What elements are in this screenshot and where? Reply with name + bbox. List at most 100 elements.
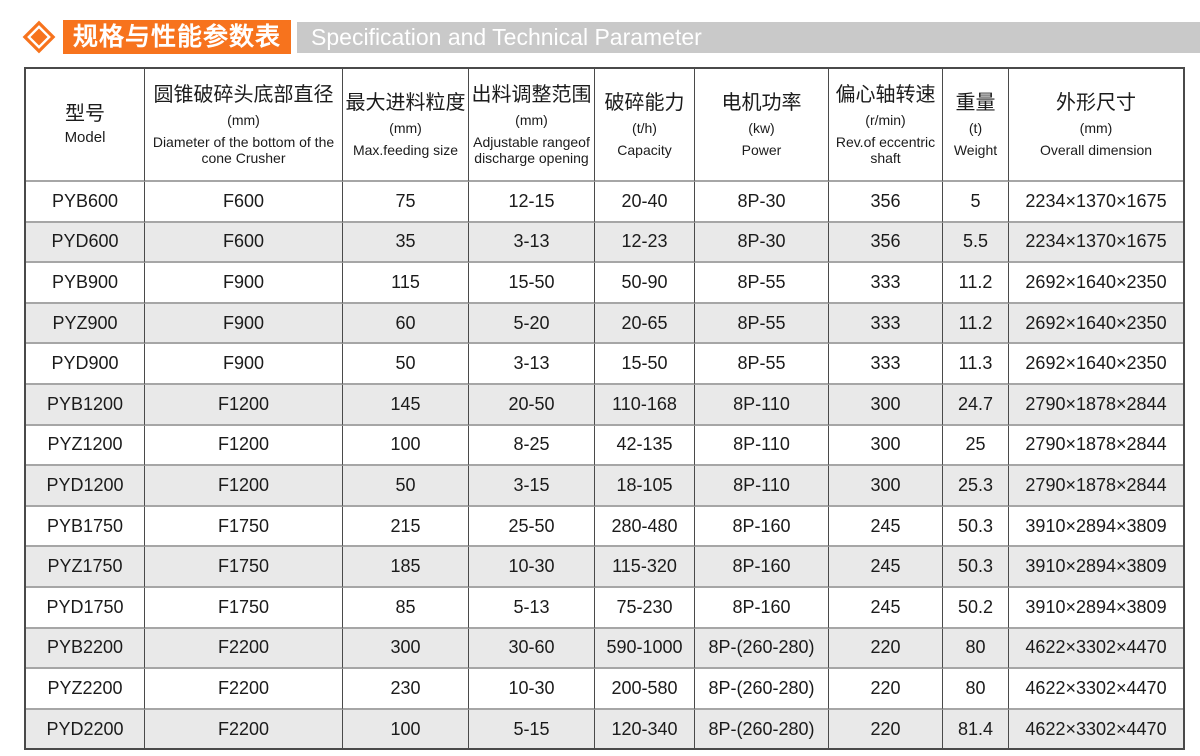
diamond-icon [20,18,58,56]
table-cell: 8P-110 [695,384,829,426]
column-title-chinese: 电机功率 [721,92,802,115]
table-cell: F1750 [145,587,343,629]
spec-table: 型号 Model 圆锥破碎头底部直径 (mm) Diameter of the bott… [24,67,1185,751]
column-unit: (mm) [515,112,548,128]
table-cell: 60 [343,303,469,345]
model-cell: PYD900 [26,344,145,385]
table-cell: F1200 [145,384,343,426]
section-title-english: Specification and Technical Parameter [297,21,1200,53]
model-cell: PYZ1200 [26,425,145,467]
table-cell: 20-65 [595,303,695,345]
table-row: PYZ1750 F1750 185 10-30 115-320 8P-160 245 50.3… [26,547,1183,588]
table-cell: 50 [343,466,469,507]
table-cell: 4622×3302×4470 [1009,628,1183,670]
table-row: PYD1200 F1200 50 3-15 18-105 8P-110 300 25.3 279… [26,466,1183,507]
table-cell: 3-15 [469,466,595,507]
table-cell: 333 [829,303,943,345]
table-row: PYD900 F900 50 3-13 15-50 8P-55 333 11.3 2692×16… [26,344,1183,385]
table-cell: F1750 [145,506,343,548]
table-row: PYB1200 F1200 145 20-50 110-168 8P-110 300 24.7… [26,384,1183,426]
column-unit: (t) [968,120,983,137]
column-header: 偏心轴转速 (r/min) Rev.of eccentric shaft [829,69,943,182]
table-cell: F900 [145,303,343,345]
column-title-english: Weight [953,141,998,158]
table-cell: 30-60 [469,628,595,670]
table-cell: 185 [343,547,469,588]
table-cell: F1200 [145,466,343,507]
table-cell: 120-340 [595,709,695,749]
column-unit: (t/h) [632,120,657,137]
table-cell: 8P-160 [695,587,829,629]
table-cell: 50.3 [943,547,1009,588]
table-cell: 5 [943,182,1009,223]
table-cell: 11.3 [943,344,1009,385]
table-cell: 8P-160 [695,547,829,588]
table-cell: 3-13 [469,344,595,385]
table-cell: 35 [343,222,469,264]
column-header: 重量 (t) Weight [943,69,1009,182]
table-cell: 8P-110 [695,425,829,467]
table-cell: 11.2 [943,303,1009,345]
table-cell: 5.5 [943,222,1009,264]
table-cell: 2790×1878×2844 [1009,425,1183,467]
model-cell: PYD2200 [26,709,145,749]
table-cell: F1750 [145,547,343,588]
table-row: PYD1750 F1750 85 5-13 75-230 8P-160 245 50.2 391… [26,587,1183,629]
column-title-chinese: 圆锥破碎头底部直径 [153,84,334,106]
table-cell: 245 [829,547,943,588]
table-cell: 100 [343,425,469,467]
table-cell: F2200 [145,628,343,670]
model-cell: PYZ900 [26,303,145,345]
table-cell: 3910×2894×3809 [1009,587,1183,629]
table-cell: 8P-(260-280) [695,669,829,710]
column-title-english: Adjustable rangeof discharge opening [473,133,590,166]
table-cell: 300 [829,466,943,507]
table-cell: 2790×1878×2844 [1009,466,1183,507]
table-cell: 3910×2894×3809 [1009,547,1183,588]
table-cell: 8P-110 [695,466,829,507]
table-cell: F600 [145,222,343,264]
table-cell: 230 [343,669,469,710]
table-cell: 115-320 [595,547,695,588]
column-header: 破碎能力 (t/h) Capacity [595,69,695,182]
column-header: 电机功率 (kw) Power [695,69,829,182]
table-cell: 4622×3302×4470 [1009,709,1183,749]
table-cell: 8P-55 [695,344,829,385]
table-row: PYB1750 F1750 215 25-50 280-480 8P-160 245 50.3… [26,506,1183,548]
model-cell: PYB2200 [26,628,145,670]
table-cell: 80 [943,628,1009,670]
table-cell: 2234×1370×1675 [1009,182,1183,223]
table-cell: 5-13 [469,587,595,629]
table-cell: 11.2 [943,263,1009,304]
table-cell: 590-1000 [595,628,695,670]
table-cell: 15-50 [595,344,695,385]
table-cell: F600 [145,182,343,223]
column-title-chinese: 型号 [65,103,105,126]
column-title-chinese: 最大进料粒度 [345,92,466,115]
column-title-chinese: 破碎能力 [604,92,685,115]
table-row: PYD2200 F2200 100 5-15 120-340 8P-(260-280) 22… [26,709,1183,749]
table-cell: 75-230 [595,587,695,629]
table-cell: 50.2 [943,587,1009,629]
model-cell: PYB900 [26,263,145,304]
column-title-chinese: 外形尺寸 [1056,92,1136,115]
table-row: PYB900 F900 115 15-50 50-90 8P-55 333 11.2 2692×… [26,263,1183,304]
table-cell: F2200 [145,669,343,710]
column-unit: (mm) [1079,120,1113,137]
model-cell: PYZ1750 [26,547,145,588]
column-title-english: Power [741,141,782,158]
table-cell: 4622×3302×4470 [1009,669,1183,710]
table-cell: 200-580 [595,669,695,710]
table-cell: 333 [829,344,943,385]
table-cell: 356 [829,222,943,264]
table-cell: F900 [145,344,343,385]
table-cell: 100 [343,709,469,749]
table-header-row: 型号 Model 圆锥破碎头底部直径 (mm) Diameter of the bott… [26,69,1183,182]
table-row: PYZ1200 F1200 100 8-25 42-135 8P-110 300 25 2790… [26,425,1183,467]
column-title-chinese: 出料调整范围 [471,84,592,106]
column-unit: (mm) [389,120,422,137]
table-cell: 245 [829,506,943,548]
table-cell: 115 [343,263,469,304]
model-cell: PYB1750 [26,506,145,548]
table-cell: 8P-30 [695,182,829,223]
